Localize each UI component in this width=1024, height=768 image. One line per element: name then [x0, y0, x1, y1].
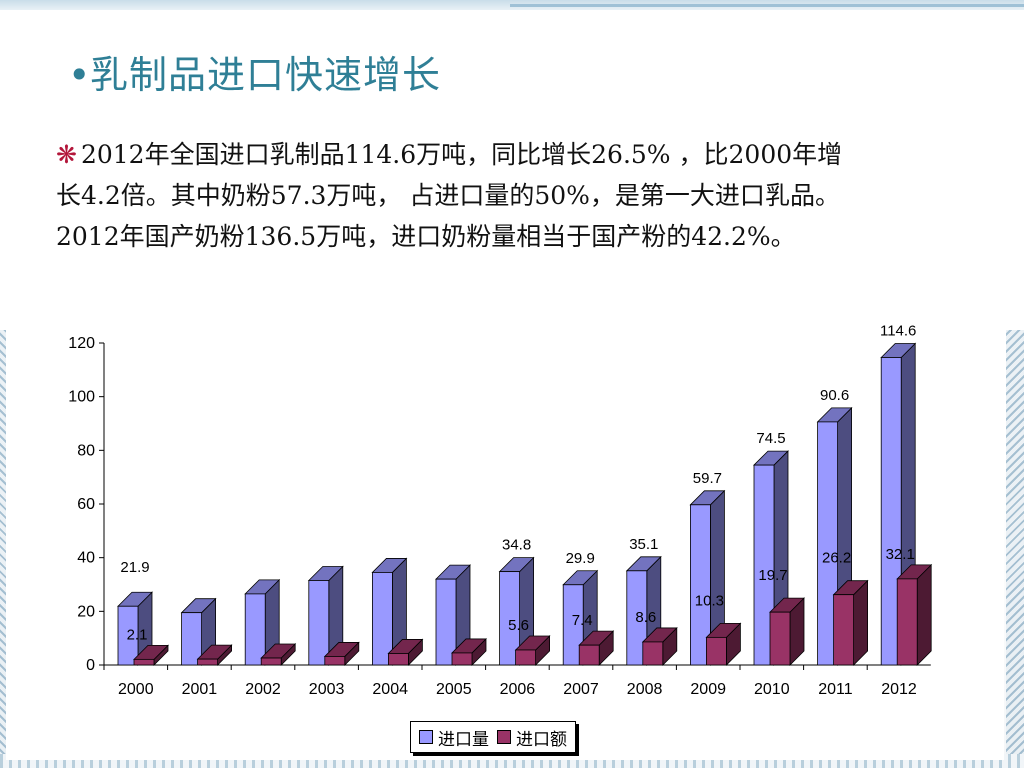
bar-import-volume [753, 464, 775, 666]
x-tick-label: 2009 [690, 681, 726, 698]
x-tick-label: 2000 [118, 681, 154, 698]
bar-import-value [706, 636, 727, 666]
top-decorative-line [510, 4, 1024, 7]
bar-import-volume [371, 572, 393, 666]
legend-item-import-value: 进口额 [497, 725, 567, 750]
right-border-pattern [1006, 330, 1024, 768]
data-label-import-volume: 35.1 [629, 536, 658, 553]
bar-import-volume [562, 584, 584, 666]
bar-import-volume [435, 578, 457, 666]
bar-import-value [578, 644, 600, 666]
x-tick-label: 2012 [881, 681, 917, 698]
x-tick-label: 2011 [818, 681, 853, 698]
title-bullet: • [68, 53, 92, 97]
bar-import-volume [817, 421, 838, 666]
bar-import-value [324, 656, 346, 666]
bar-import-value [387, 653, 409, 666]
x-tick-label: 2008 [627, 681, 663, 698]
y-tick-label: 100 [68, 389, 95, 406]
bar-import-value [769, 611, 791, 666]
y-tick-label: 20 [77, 603, 95, 620]
bar-side-face [916, 563, 932, 666]
bar-import-volume [626, 570, 648, 666]
y-tick-label: 0 [86, 657, 95, 674]
x-tick-label: 2005 [436, 681, 472, 698]
data-label-import-volume: 59.7 [693, 470, 722, 487]
bar-import-value [260, 657, 282, 666]
bar-import-value [515, 649, 537, 666]
flower-bullet-icon: ❋ [56, 140, 77, 169]
title-text: 乳制品进口快速增长 [90, 53, 442, 97]
bar-import-value [833, 594, 854, 666]
data-label-import-volume: 114.6 [880, 322, 916, 339]
x-tick-label: 2001 [182, 681, 218, 698]
bar-import-volume [117, 605, 139, 666]
data-label-import-volume: 90.6 [820, 387, 849, 404]
data-label-import-value: 5.6 [508, 617, 529, 634]
bar-import-volume [181, 612, 203, 666]
x-tick-label: 2002 [245, 681, 281, 698]
x-tick-label: 2003 [309, 681, 345, 698]
data-label-import-value: 10.3 [695, 592, 724, 609]
bar-import-value [896, 578, 918, 666]
data-label-import-volume: 34.8 [502, 537, 531, 554]
legend-label-import-volume: 进口量 [438, 729, 489, 750]
paragraph-line-3: 2012年国产奶粉136.5万吨，进口奶粉量相当于国产粉的42.2%。 [56, 222, 796, 251]
paragraph-line-1: ❋ 2012年全国进口乳制品114.6万吨，同比增长26.5% ，比2000年增 [56, 134, 986, 175]
bar-import-volume [499, 571, 521, 666]
x-tick-label: 2004 [372, 681, 408, 698]
data-label-import-value: 7.4 [572, 612, 593, 629]
bar-import-volume [880, 357, 902, 666]
data-label-import-volume: 21.9 [120, 559, 149, 576]
chart-legend: 进口量 进口额 [410, 721, 576, 753]
x-tick-label: 2010 [754, 681, 790, 698]
bar-import-volume [690, 504, 711, 666]
paragraph-text-1: 2012年全国进口乳制品114.6万吨，同比增长26.5% ，比2000年增 [80, 140, 843, 169]
body-paragraph: ❋ 2012年全国进口乳制品114.6万吨，同比增长26.5% ，比2000年增 … [56, 134, 986, 257]
data-label-import-value: 19.7 [758, 567, 787, 584]
bar-import-volume [308, 580, 330, 666]
bar-import-value [197, 658, 219, 666]
y-tick-label: 120 [68, 335, 95, 352]
y-tick-label: 60 [77, 496, 95, 513]
slide-title: •乳制品进口快速增长 [68, 44, 441, 99]
legend-swatch-import-value [497, 730, 511, 744]
data-label-import-value: 8.6 [635, 609, 656, 626]
paragraph-line-2: 长4.2倍。其中奶粉57.3万吨， 占进口量的50%，是第一大进口乳品。 [56, 181, 840, 210]
legend-label-import-value: 进口额 [516, 729, 567, 750]
data-label-import-value: 32.1 [886, 546, 915, 563]
legend-swatch-import-volume [419, 730, 433, 744]
bar-import-value [451, 652, 473, 666]
bar-chart: 0 20 40 60 80 100 120 2000 2001 2002 2003 2004 2005 2… [68, 322, 933, 698]
data-label-import-volume: 29.9 [566, 550, 595, 567]
bar-import-value [642, 641, 664, 666]
chart-panel: 0 20 40 60 80 100 120 2000 2001 2002 2003 2004 2005 2… [6, 310, 1004, 760]
bar-import-volume [244, 593, 266, 666]
y-tick-label: 80 [77, 442, 95, 459]
x-tick-label: 2007 [563, 681, 599, 698]
legend-item-import-volume: 进口量 [419, 725, 489, 750]
data-label-import-volume: 74.5 [756, 430, 785, 447]
left-border-pattern [0, 330, 8, 768]
y-tick-label: 40 [77, 550, 95, 567]
bar-import-value [133, 658, 155, 666]
data-label-import-value: 26.2 [822, 550, 851, 567]
bar-side-face [853, 579, 868, 666]
x-tick-label: 2006 [500, 681, 536, 698]
data-label-import-value: 2.1 [127, 626, 148, 643]
